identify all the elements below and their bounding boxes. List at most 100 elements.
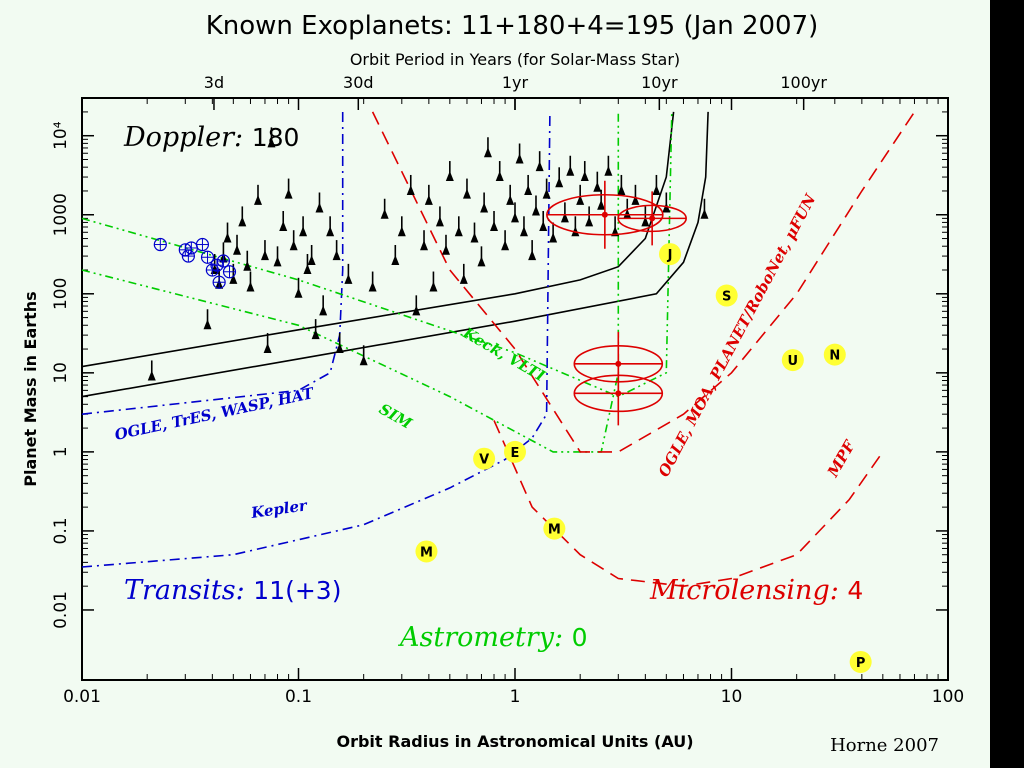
curve-ogle-moa-planet-robonet-fun [371,111,916,453]
doppler-planet-marker [289,240,298,251]
doppler-planet [294,277,303,298]
doppler-planet [445,161,454,182]
top-axis-label: Orbit Period in Years (for Solar-Mass St… [350,50,680,69]
microlensing-planet [546,180,664,249]
y-tick-label: 1 [51,446,71,457]
doppler-planet [462,178,471,199]
doppler-planet [289,230,298,251]
doppler-planet-marker [315,202,324,213]
doppler-planet [535,151,544,172]
doppler-planet-marker [406,184,415,195]
microlensing-label: Microlensing: 4 [649,575,863,606]
doppler-planet-marker [480,202,489,213]
x-axis-label: Orbit Radius in Astronomical Units (AU) [336,732,693,751]
doppler-planet-marker [470,232,479,243]
doppler-planet [380,198,389,219]
doppler-planet [593,171,602,192]
solar-planet: V [473,447,496,470]
doppler-planet-marker [326,226,335,237]
doppler-planet-marker [524,184,533,195]
y-tick-label: 10⁴ [51,121,71,150]
annotation-kepler: Kepler [249,496,309,522]
y-axis-label: Planet Mass in Earths [21,291,40,486]
doppler-planet [391,244,400,265]
doppler-planet-marker [294,287,303,298]
solar-planet: P [849,650,872,673]
doppler-planet [273,246,282,267]
doppler-planet [311,319,320,340]
solar-planet: J [659,243,682,266]
transits-label-name: Transits [124,575,236,606]
solar-planet-disk [849,650,872,673]
solar-planet-label: M [420,545,433,560]
solar-planet-label: N [829,349,840,364]
doppler-planet-marker [435,216,444,227]
doppler-planet [326,216,335,237]
doppler-planet-marker [253,194,262,205]
transit-planet [205,263,219,277]
microlensing-count: 4 [847,576,863,605]
solar-planet: M [543,517,566,540]
microlensing-label-name: Microlensing [649,575,830,606]
x-tick-label: 0.01 [63,687,101,707]
doppler-planet-marker [229,273,238,284]
doppler-planet-marker [267,137,276,148]
doppler-planet [406,174,415,195]
transit-planet [181,249,195,263]
doppler-planet-marker [585,216,594,227]
annotation-mpf: MPF [823,436,859,480]
doppler-planet [238,206,247,227]
doppler-planet-marker [273,256,282,267]
doppler-planet-marker [359,355,368,366]
doppler-planet [253,184,262,205]
y-tick-label: 10 [51,362,71,384]
x-tick-label: 10 [721,687,743,707]
doppler-planet [424,184,433,205]
top-tick-label: 10yr [641,73,678,92]
doppler-planet [315,192,324,213]
transit-planets [153,237,237,289]
top-tick-label: 3d [204,73,224,92]
doppler-planet [585,206,594,227]
doppler-planet [580,161,589,182]
chart-title: Known Exoplanets: 11+180+4=195 (Jan 2007… [206,11,819,41]
top-tick-label: 30d [343,73,374,92]
doppler-planet [147,360,156,381]
doppler-planet-marker [279,220,288,231]
y-tick-label: 0.1 [51,517,71,544]
doppler-planet-marker [429,281,438,292]
doppler-planet [555,167,564,188]
doppler-planet [412,295,421,316]
exoplanet-chart: Known Exoplanets: 11+180+4=195 (Jan 2007… [21,11,964,756]
doppler-planet-marker [238,216,247,227]
doppler-planet-marker [332,250,341,261]
doppler-planet-marker [549,232,558,243]
doppler-planet [260,240,269,261]
doppler-planet-marker [490,220,499,231]
doppler-planet [662,192,671,213]
doppler-planet-marker [506,194,515,205]
transit-planet [200,250,215,264]
credit-label: Horne 2007 [830,735,939,756]
doppler-planet-marker [604,165,613,176]
doppler-planet [549,222,558,243]
doppler-planet-marker [539,220,548,231]
curve-doppler-current [81,111,675,368]
solar-planet-disk [504,440,526,463]
doppler-planet [623,198,632,219]
solar-system-planets: V E M M J S U N P [415,243,872,673]
doppler-planet [368,271,377,292]
microlensing-planets [546,180,687,426]
doppler-planet-marker [368,281,377,292]
transit-planet [212,275,226,289]
transit-planet [184,241,198,255]
doppler-planet-marker [477,256,486,267]
doppler-planet [566,155,575,176]
annotation-sim: SIM [376,400,415,433]
doppler-planet [223,222,232,243]
doppler-planet [459,263,468,284]
doppler-planet [470,222,479,243]
doppler-planet-marker [555,177,564,188]
doppler-planet [284,178,293,199]
